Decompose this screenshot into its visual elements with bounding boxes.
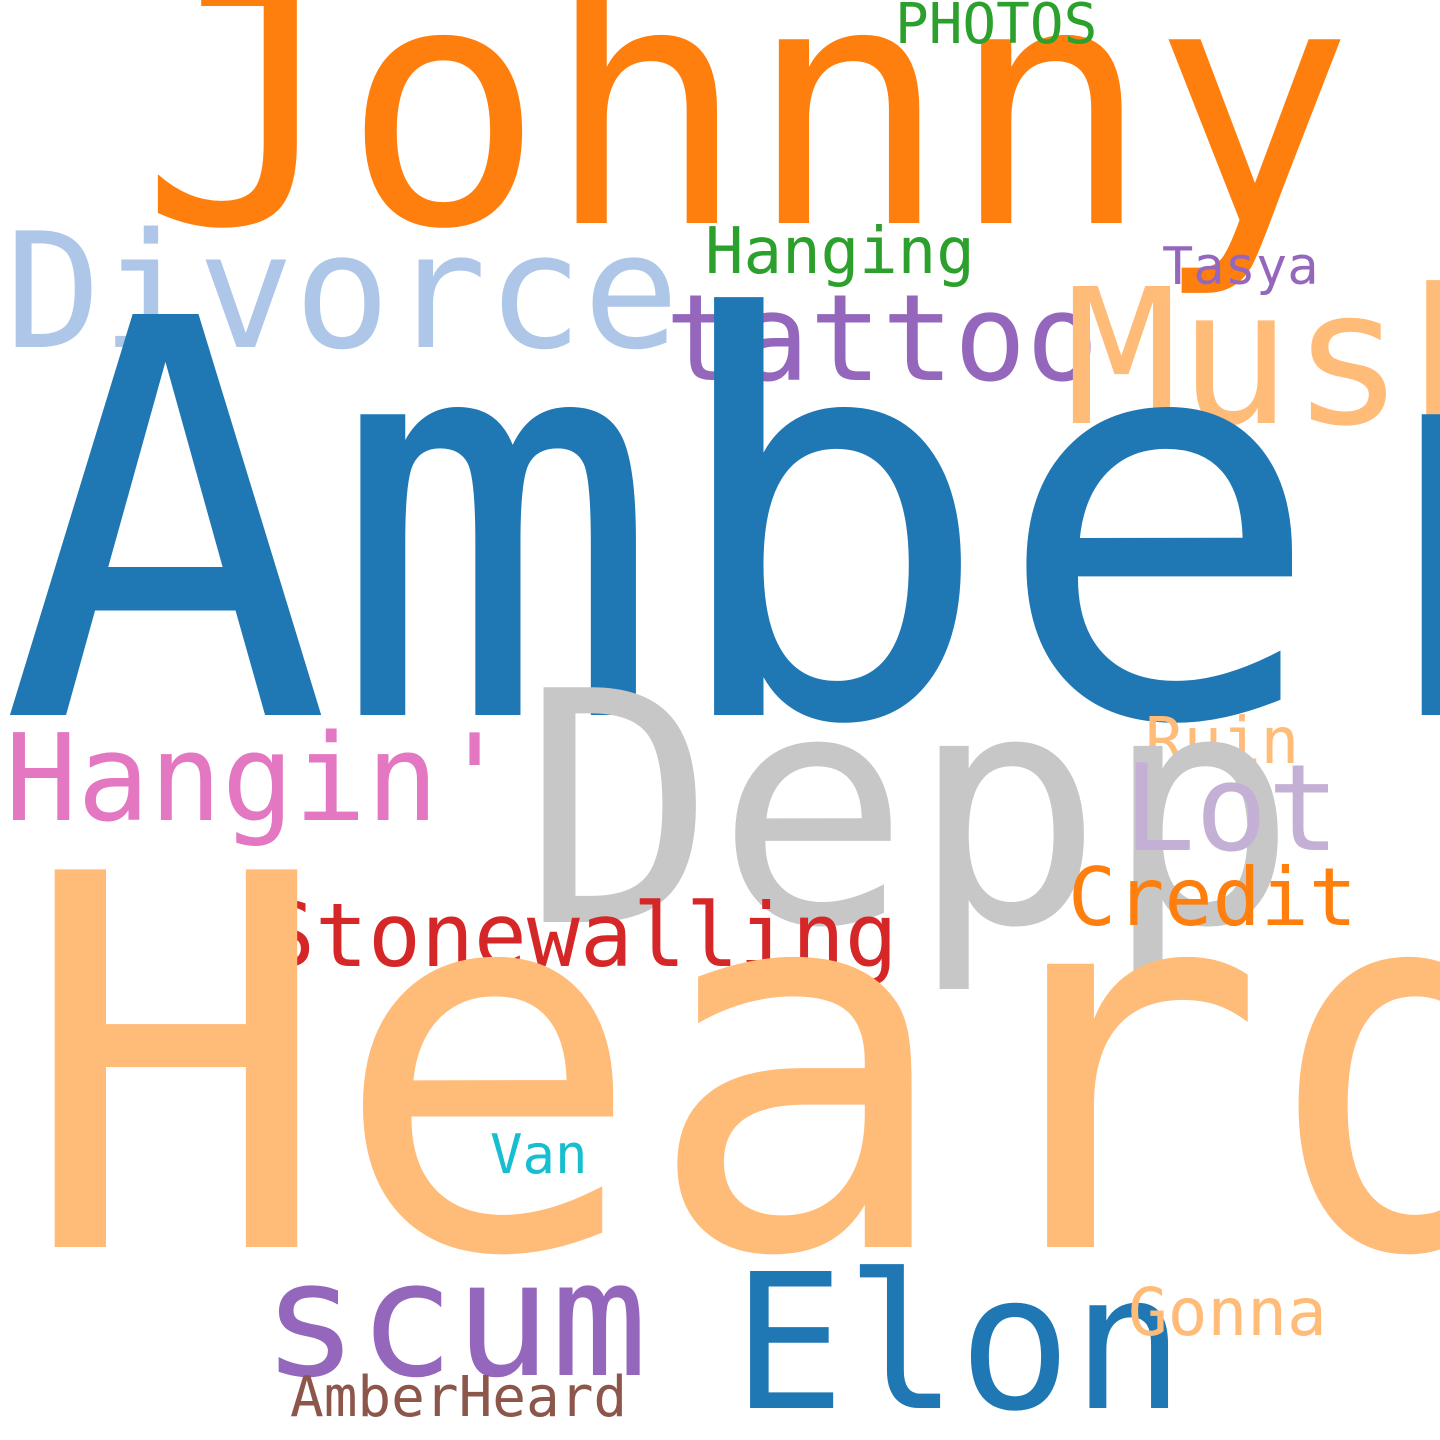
- word-tattoo: tattoo: [665, 270, 1099, 409]
- word-ruin: Ruin: [1145, 705, 1300, 779]
- word-photos: PHOTOS: [895, 0, 1098, 57]
- word-amber: Amber: [0, 204, 1440, 845]
- word-gonna: Gonna: [1128, 1274, 1327, 1351]
- word-tasya: Tasya: [1162, 237, 1319, 297]
- word-hangin: Hangin': [5, 710, 511, 849]
- word-johnny: Johnny: [140, 0, 1354, 303]
- word-lot: Lot: [1123, 740, 1340, 879]
- word-elon: Elon: [732, 1234, 1185, 1440]
- word-scum: scum: [262, 1226, 648, 1413]
- word-credit: Credit: [1068, 851, 1357, 944]
- word-stonewalling: Stonewalling: [262, 884, 898, 987]
- word-van: Van: [490, 1123, 588, 1186]
- word-depp: Depp: [522, 623, 1298, 998]
- word-heard: Heard: [20, 767, 1440, 1370]
- word-amberheard: AmberHeard: [290, 1365, 628, 1430]
- word-hanging: Hanging: [705, 215, 975, 289]
- word-musk: Musk: [1065, 249, 1440, 468]
- word-divorce: Divorce: [5, 198, 680, 385]
